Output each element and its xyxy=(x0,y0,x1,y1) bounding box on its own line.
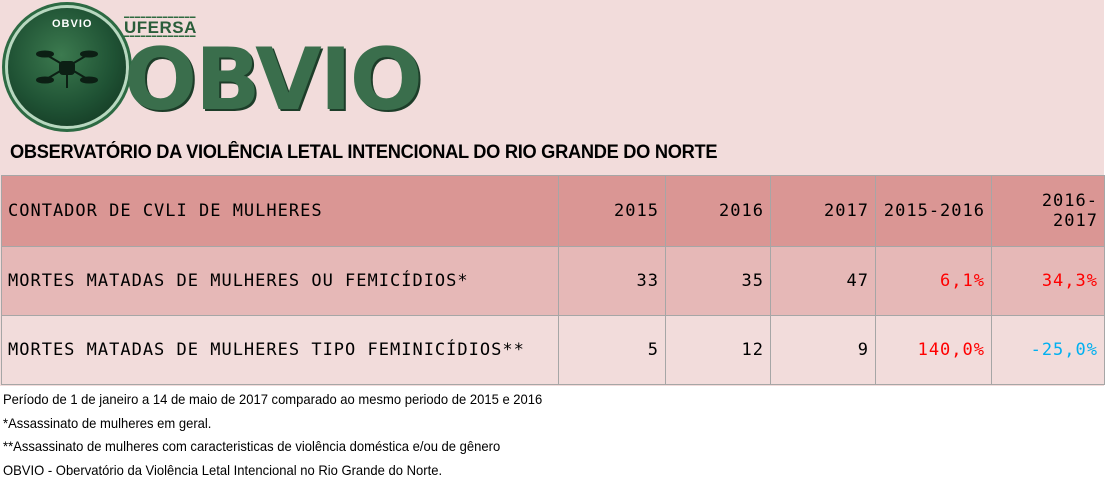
header-cell-2017: 2017 xyxy=(770,175,876,247)
row-label: MORTES MATADAS DE MULHERES OU FEMICÍDIOS… xyxy=(1,246,559,316)
table-header-row: CONTADOR DE CVLI DE MULHERES 2015 2016 2… xyxy=(1,175,1105,247)
note-femicide: *Assassinato de mulheres em geral. xyxy=(3,414,212,431)
cell-2017: 47 xyxy=(770,246,876,316)
ufersa-top-strip: ▬▬▬▬▬▬▬▬▬▬▬▬▬▬▬▬▬▬▬▬▬▬ xyxy=(124,14,196,20)
page-title: OBSERVATÓRIO DA VIOLÊNCIA LETAL INTENCIO… xyxy=(10,142,718,163)
cell-2015: 33 xyxy=(558,246,666,316)
cell-2017: 9 xyxy=(770,315,876,385)
ufersa-logo-text: UFERSA xyxy=(124,18,197,37)
note-feminicide: **Assassinato de mulheres com caracteris… xyxy=(3,438,501,454)
cell-change-2016-2017: -25,0% xyxy=(991,315,1105,385)
footnotes: Período de 1 de janeiro a 14 de maio de … xyxy=(3,388,542,482)
cell-change-2016-2017: 34,3% xyxy=(991,246,1105,316)
cell-2015: 5 xyxy=(558,315,666,385)
obvio-brand-logo: OBVIO xyxy=(124,30,423,130)
header-cell-2015-2016: 2015-2016 xyxy=(875,175,992,247)
note-period: Período de 1 de janeiro a 14 de maio de … xyxy=(3,391,543,407)
cvli-table: CONTADOR DE CVLI DE MULHERES 2015 2016 2… xyxy=(1,175,1105,385)
header-cell-2016: 2016 xyxy=(665,175,771,247)
table-row: MORTES MATADAS DE MULHERES OU FEMICÍDIOS… xyxy=(1,246,1105,316)
table-row: MORTES MATADAS DE MULHERES TIPO FEMINICÍ… xyxy=(1,315,1105,385)
cell-2016: 35 xyxy=(665,246,771,316)
cell-change-2015-2016: 6,1% xyxy=(875,246,992,316)
header-cell-2015: 2015 xyxy=(558,175,666,247)
header-cell-2016-2017: 2016-2017 xyxy=(991,175,1105,247)
header: OBVIO ▬▬▬▬▬▬▬▬▬▬▬▬▬▬▬▬▬▬▬▬▬▬ UFERSA ▬▬▬▬… xyxy=(0,0,1104,174)
drone-icon xyxy=(36,50,98,88)
cell-change-2015-2016: 140,0% xyxy=(875,315,992,385)
note-source: OBVIO - Obervatório da Violência Letal I… xyxy=(3,461,443,478)
header-cell-counter: CONTADOR DE CVLI DE MULHERES xyxy=(1,175,559,247)
cell-2016: 12 xyxy=(665,315,771,385)
row-label: MORTES MATADAS DE MULHERES TIPO FEMINICÍ… xyxy=(1,315,559,385)
logo-ring-text: OBVIO xyxy=(52,18,93,30)
ufersa-bottom-strip: ▬▬▬▬▬▬▬▬▬▬▬▬▬▬▬▬▬▬▬▬▬▬ xyxy=(124,33,196,39)
obvio-seal-logo: OBVIO xyxy=(8,8,126,126)
